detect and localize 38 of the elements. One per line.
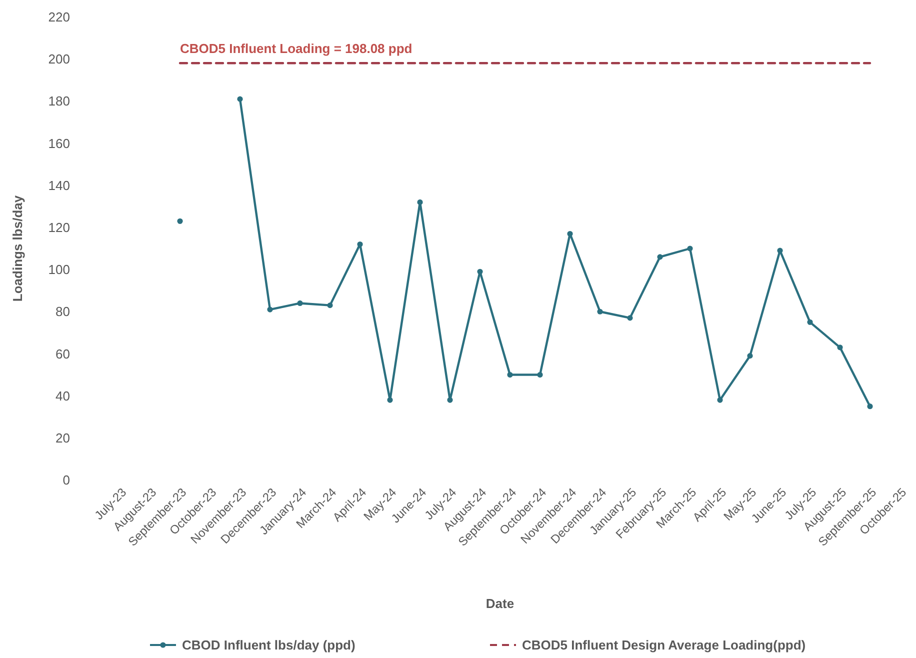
y-tick-label: 100 [48,262,70,278]
point [597,308,603,314]
y-tick-label: 220 [48,10,70,25]
point [687,246,693,252]
point [807,319,813,325]
point [447,397,453,403]
y-tick-label: 0 [62,472,70,488]
x-axis-title: Date [486,596,514,611]
y-tick-label: 200 [48,52,70,67]
point [867,404,873,410]
point [267,306,273,312]
y-axis-title: Loadings lbs/day [10,194,25,302]
annotation: CBOD5 Influent Loading = 198.08 ppd [180,41,412,56]
point [627,315,633,321]
point [177,218,183,224]
point [717,397,723,403]
y-tick-label: 60 [56,346,70,362]
point [237,96,243,102]
y-tick-label: 40 [56,388,70,404]
point [297,300,303,306]
y-tick-label: 120 [48,220,70,236]
point [747,353,753,359]
y-tick-label: 180 [48,94,70,109]
y-tick-label: 80 [56,304,70,320]
point [837,344,843,350]
point [387,397,393,403]
legend-label: CBOD Influent lbs/day (ppd) [182,638,356,653]
point [507,372,513,378]
legend-label: CBOD5 Influent Design Average Loading(ppd) [522,638,806,653]
y-tick-label: 20 [56,430,70,446]
point [657,254,663,260]
y-tick-label: 160 [48,136,70,151]
point [417,199,423,205]
point [477,268,483,274]
point [327,302,333,308]
point [537,372,543,378]
y-tick-label: 140 [48,178,70,193]
point [777,248,783,254]
